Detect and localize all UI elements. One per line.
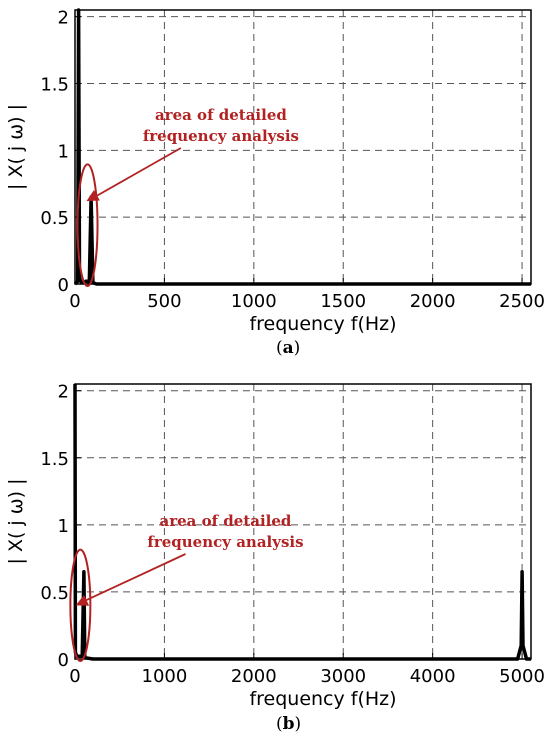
- chart-b-y-tick-label: 0.5: [40, 583, 69, 604]
- chart-a-y-tick-label: 1.5: [40, 75, 69, 96]
- chart-b-x-tick-label: 3000: [320, 666, 366, 687]
- chart-b-x-tick-label: 2000: [231, 666, 277, 687]
- chart-a-x-tick-label: 2500: [499, 291, 545, 312]
- chart-a-y-tick-label: 2: [58, 8, 69, 29]
- chart-a-annotation-arrowhead: [86, 190, 100, 202]
- chart-a-y-tick-label: 0.5: [40, 208, 69, 229]
- chart-b-x-axis-label: frequency f(Hz): [249, 688, 396, 710]
- chart-b-y-tick-label: 1.5: [40, 449, 69, 470]
- chart-b-y-axis-label: | X( j ω) |: [5, 479, 27, 565]
- chart-a-y-tick-label: 1: [58, 141, 69, 162]
- chart-a-x-tick-label: 500: [147, 291, 181, 312]
- chart-b-svg: 0 1000 2000 3000 4000 5000 0 0.5 1 1.5 2 frequency …: [5, 382, 545, 710]
- chart-a-x-tick-label: 2000: [410, 291, 456, 312]
- chart-b-x-tick-label: 5000: [499, 666, 545, 687]
- chart-b-plot-frame: [74, 383, 532, 660]
- chart-a-x-tick-label: 1500: [320, 291, 366, 312]
- chart-b-y-tick-label: 2: [58, 382, 69, 403]
- chart-b-y-tick-label: 0: [58, 650, 69, 671]
- chart-b-highlight-ellipse: [69, 548, 92, 662]
- chart-b-x-tick-label: 1000: [142, 666, 188, 687]
- chart-a-series-line: [73, 8, 531, 286]
- chart-a-annotation-text: area of detailed: [155, 106, 287, 124]
- chart-a-plot-frame: [74, 9, 532, 285]
- chart-b-annotation-arrow: [83, 553, 186, 603]
- chart-a-y-tick-label: 0: [58, 275, 69, 296]
- chart-a-y-axis-label: | X( j ω) |: [5, 104, 27, 190]
- chart-a-svg: 0 500 1000 1500 2000 2500 0 0.5 1 1.5 2 frequency f…: [5, 8, 545, 335]
- chart-b-y-tick-label: 1: [58, 516, 69, 537]
- chart-b-x-tick-label: 0: [69, 666, 80, 687]
- chart-panel-b: 0 1000 2000 3000 4000 5000 0 0.5 1 1.5 2 frequency …: [0, 372, 550, 743]
- chart-a-annotation-text: frequency analysis: [143, 127, 299, 145]
- chart-a-annotation-arrow: [94, 147, 182, 198]
- chart-b-annotation-text: area of detailed: [160, 512, 292, 530]
- panel-label-b: (b): [276, 714, 302, 734]
- chart-a-x-tick-label: 0: [69, 291, 80, 312]
- chart-a-x-tick-label: 1000: [231, 291, 277, 312]
- chart-a-x-axis-label: frequency f(Hz): [249, 313, 396, 335]
- chart-b-annotation-arrowhead: [75, 594, 90, 606]
- panel-label-a: (a): [276, 338, 301, 358]
- chart-b-x-tick-label: 4000: [410, 666, 456, 687]
- chart-a-highlight-ellipse: [76, 163, 99, 288]
- chart-panel-a: 0 500 1000 1500 2000 2500 0 0.5 1 1.5 2 frequency f…: [5, 8, 545, 358]
- chart-b-annotation-text: frequency analysis: [147, 533, 303, 551]
- chart-b-series-line: [73, 383, 531, 661]
